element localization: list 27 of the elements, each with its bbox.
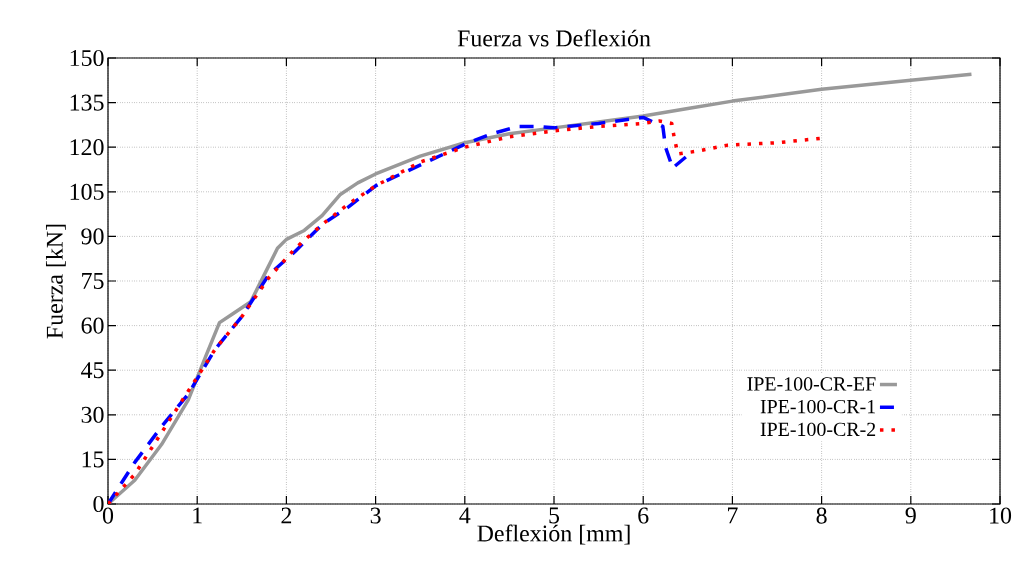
x-tick-label: 1 — [193, 507, 202, 524]
x-tick-label: 9 — [905, 507, 916, 524]
x-tick-label: 4 — [459, 507, 471, 524]
legend-label: IPE-100-CR-EF — [747, 377, 876, 391]
x-tick-label: 8 — [816, 507, 827, 524]
y-tick-label: 90 — [81, 228, 104, 245]
x-tick-label: 10 — [990, 507, 1012, 524]
y-axis-title: Fuerza [kN] — [45, 224, 66, 339]
y-tick-label: 135 — [70, 94, 104, 111]
x-axis-title: Deflexión [mm] — [477, 524, 630, 545]
x-tick-label: 6 — [638, 507, 649, 524]
x-tick-label: 2 — [281, 507, 292, 524]
chart-title: Fuerza vs Deflexión — [457, 29, 651, 47]
y-tick-label: 45 — [81, 362, 104, 379]
x-tick-label: 3 — [370, 507, 381, 524]
x-tick-label: 5 — [549, 507, 560, 524]
y-tick-label: 30 — [81, 406, 104, 423]
y-tick-label: 15 — [82, 451, 104, 468]
x-tick-label: 7 — [728, 507, 738, 524]
y-tick-label: 60 — [81, 317, 104, 334]
y-tick-label: 105 — [70, 183, 104, 200]
legend-label: IPE-100-CR-2 — [760, 422, 876, 437]
y-tick-label: 0 — [93, 495, 104, 513]
y-tick-label: 150 — [70, 49, 104, 67]
y-tick-label: 120 — [70, 139, 104, 156]
legend-label: IPE-100-CR-1 — [760, 399, 875, 414]
y-tick-label: 75 — [82, 273, 104, 289]
